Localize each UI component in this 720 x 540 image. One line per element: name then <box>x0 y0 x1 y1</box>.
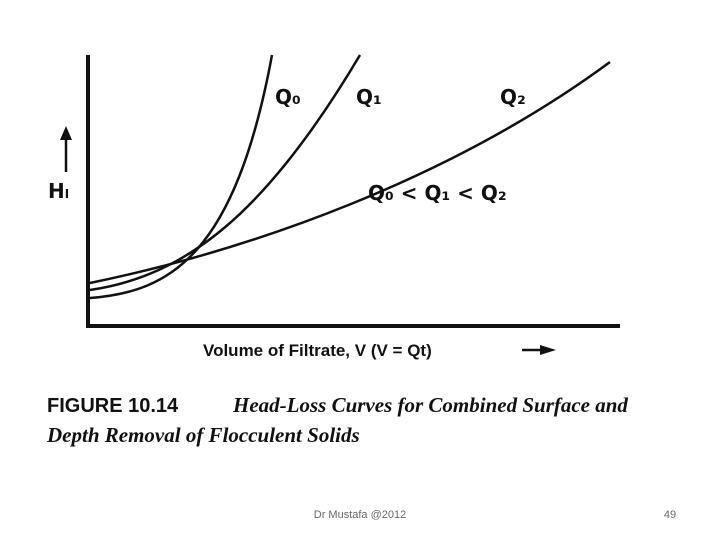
curve-q2 <box>89 60 611 285</box>
y-axis-label: Hₗ <box>48 179 69 203</box>
curve-label: Q₁ <box>356 85 382 109</box>
curve-label: Q₀ <box>275 85 301 109</box>
relation-label: Q₀ < Q₁ < Q₂ <box>368 181 507 205</box>
x-axis-label: Volume of Filtrate, V (V = Qt) <box>203 341 432 360</box>
footer-author: Dr Mustafa @2012 <box>314 509 407 521</box>
x-arrow-head <box>540 345 556 355</box>
caption-line: Depth Removal of Flocculent Solids <box>46 423 360 447</box>
caption-number: FIGURE 10.14 <box>47 395 179 417</box>
curve-label: Q₂ <box>500 85 526 109</box>
page-number: 49 <box>664 509 676 521</box>
caption-line: Head-Loss Curves for Combined Surface an… <box>232 393 628 417</box>
y-arrow-head <box>60 126 72 140</box>
curve-q1 <box>89 54 362 292</box>
figure: Hₗ Q₀ Q₁ Q₂ Q₀ < Q₁ < Q₂ Volume of Filtr… <box>46 54 628 447</box>
